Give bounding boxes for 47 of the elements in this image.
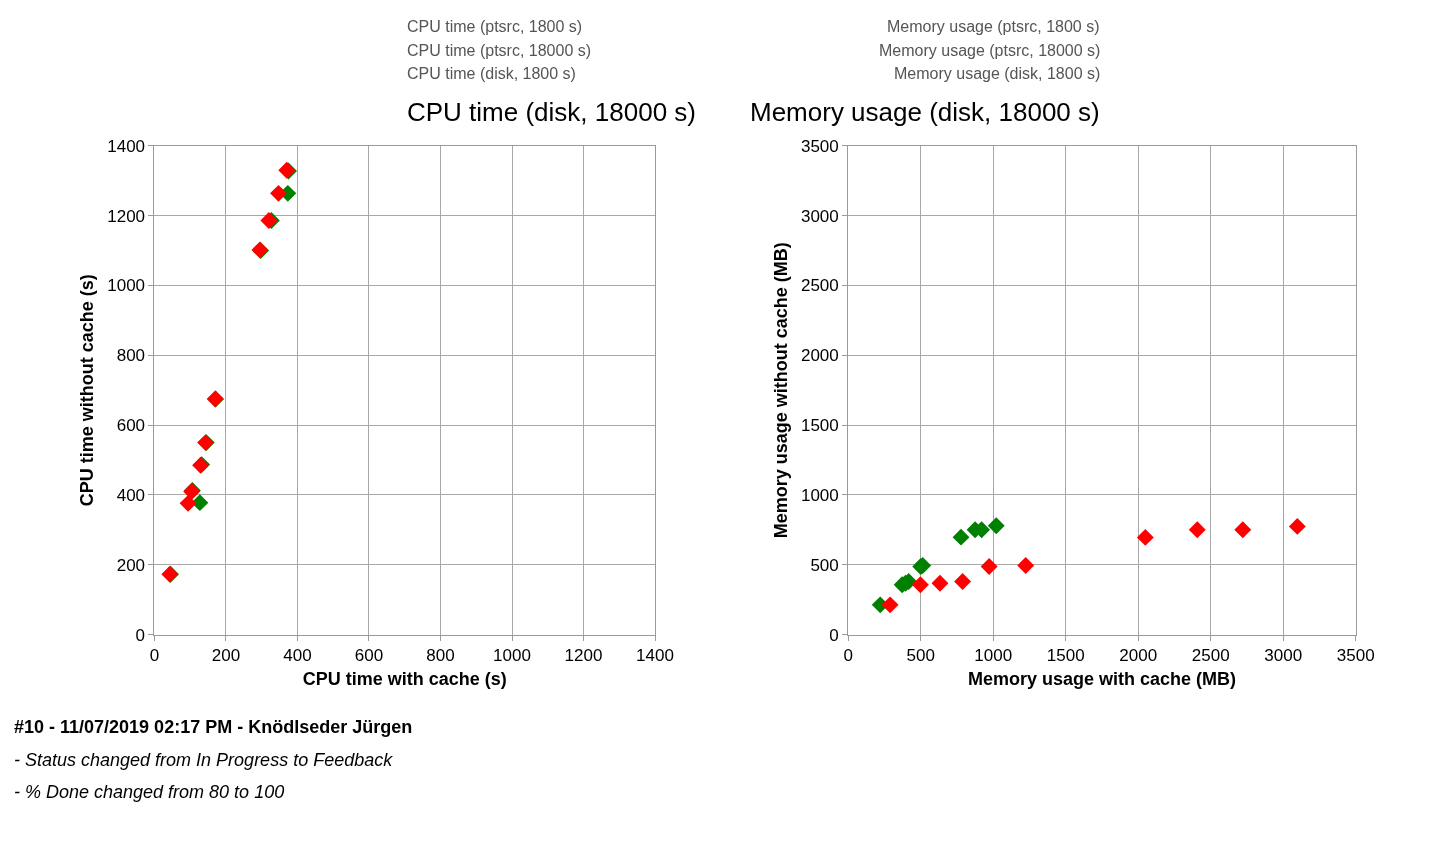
y-tick-label: 3000 <box>800 206 839 226</box>
x-tick-label: 3500 <box>1336 646 1375 666</box>
y-tick-label: 2500 <box>800 276 839 296</box>
y-tick-label: 3500 <box>800 136 839 156</box>
x-tick-label: 600 <box>354 646 384 666</box>
y-tick-label: 0 <box>135 625 146 645</box>
x-tick-label: 400 <box>283 646 312 666</box>
x-tick-label: 2000 <box>1119 646 1158 666</box>
text: Memory usage (ptsrc, 1800 s) <box>887 18 1100 35</box>
y-tick-label: 2000 <box>800 346 839 366</box>
x-tick-label: 1000 <box>493 646 531 666</box>
y-tick-label: 1000 <box>107 276 146 296</box>
x-tick-label: 1200 <box>564 646 603 666</box>
text: - Status changed from In Progress to Feedback <box>14 750 394 770</box>
x-tick-label: 0 <box>149 646 160 666</box>
x-tick-label: 1500 <box>1046 646 1085 666</box>
text: CPU time (ptsrc, 1800 s) <box>407 18 583 35</box>
y-tick-label: 1400 <box>107 136 146 156</box>
x-axis-title: CPU time with cache (s) <box>302 669 507 690</box>
y-tick-label: 1200 <box>107 206 146 226</box>
x-tick-label: 1000 <box>974 646 1013 666</box>
y-tick-label: 0 <box>829 625 839 645</box>
y-tick-label: 600 <box>116 416 146 436</box>
text: Memory usage (disk, 1800 s) <box>894 65 1101 82</box>
x-tick-label: 2500 <box>1191 646 1230 666</box>
x-tick-label: 500 <box>906 646 935 666</box>
chart-title: Memory usage (disk, 18000 s) <box>750 97 1100 127</box>
y-tick-label: 1000 <box>800 485 839 505</box>
y-tick-label: 400 <box>116 485 146 505</box>
y-tick-label: 200 <box>116 555 146 575</box>
x-tick-label: 200 <box>211 646 241 666</box>
text: - % Done changed from 80 to 100 <box>14 782 285 802</box>
text: CPU time (disk, 1800 s) <box>407 65 576 82</box>
y-axis-title: Memory usage without cache (MB) <box>771 242 792 539</box>
x-axis-title: Memory usage with cache (MB) <box>967 669 1237 690</box>
x-tick-label: 3000 <box>1264 646 1303 666</box>
y-tick-label: 1500 <box>800 416 839 436</box>
text: CPU time (ptsrc, 18000 s) <box>407 42 592 59</box>
x-tick-label: 0 <box>843 646 853 666</box>
y-tick-label: 500 <box>810 555 839 575</box>
text: #10 - 11/07/2019 02:17 PM - Knödlseder Jürgen <box>14 717 413 737</box>
x-tick-label: 1400 <box>636 646 674 666</box>
chart-title: CPU time (disk, 18000 s) <box>407 97 696 127</box>
text: Memory usage (ptsrc, 18000 s) <box>879 42 1101 59</box>
y-axis-title: CPU time without cache (s) <box>77 274 98 507</box>
x-tick-label: 800 <box>426 646 455 666</box>
y-tick-label: 800 <box>116 346 146 366</box>
